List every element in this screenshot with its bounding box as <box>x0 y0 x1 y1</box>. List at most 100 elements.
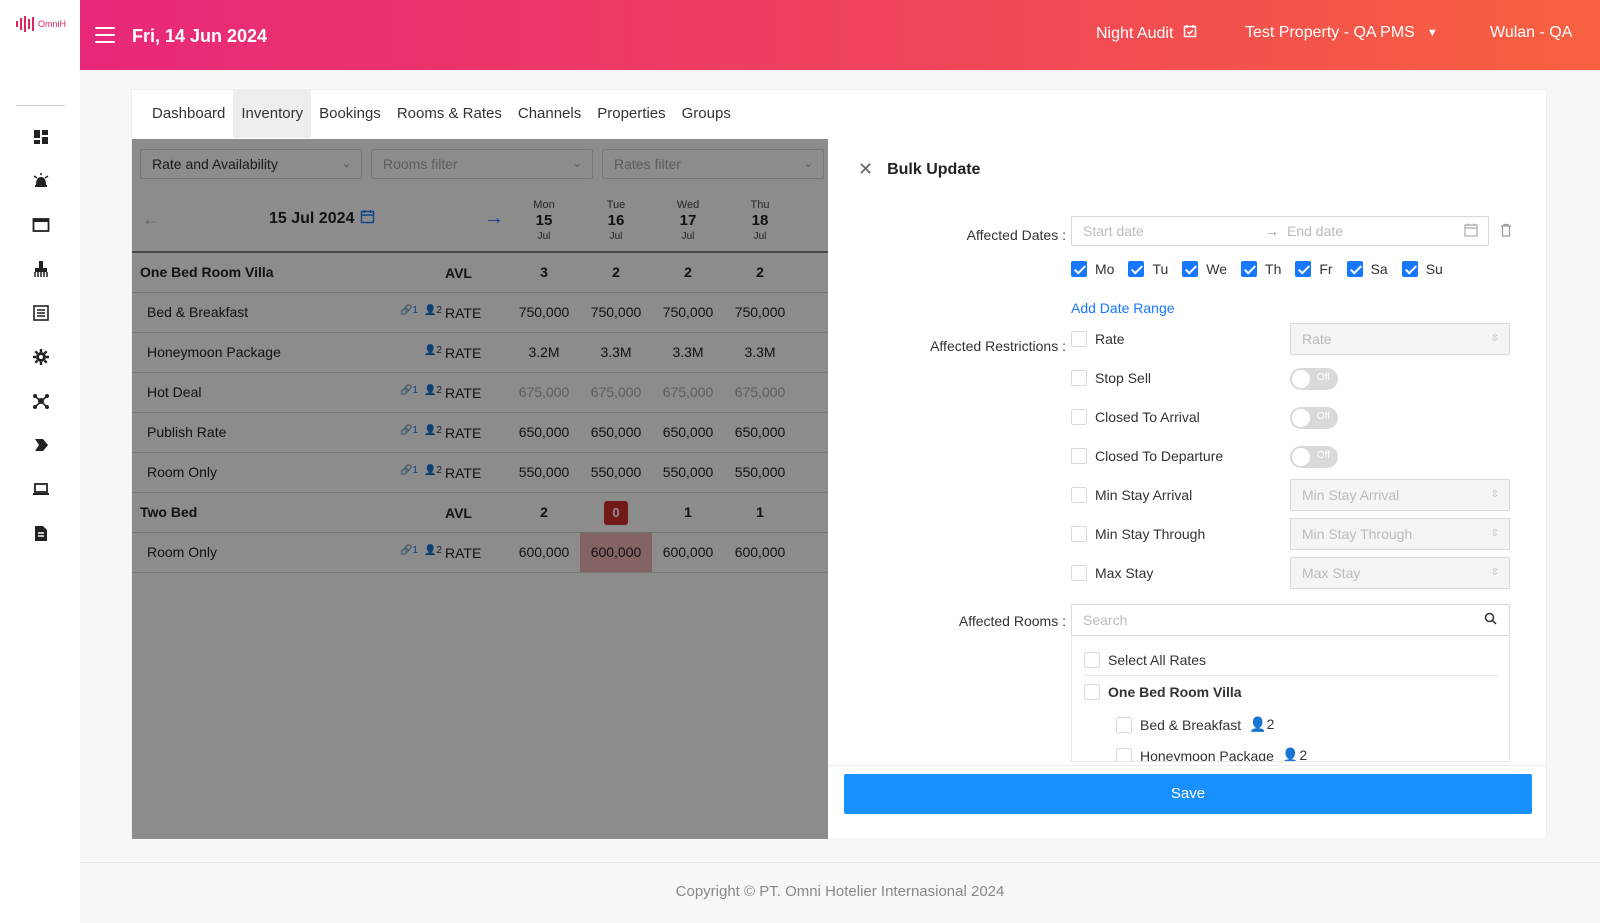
checkbox-checked[interactable] <box>1128 261 1145 277</box>
trash-icon[interactable] <box>1500 223 1512 240</box>
alarm-icon[interactable] <box>32 172 50 190</box>
room-type-name[interactable]: One Bed Room Villa <box>140 264 274 280</box>
list-icon[interactable] <box>32 304 50 322</box>
tab-inventory[interactable]: Inventory <box>233 90 312 138</box>
tree-rate-item[interactable]: Bed & Breakfast 👤2 <box>1116 716 1274 733</box>
select-all-rates[interactable]: Select All Rates <box>1084 652 1206 668</box>
checkbox-checked[interactable] <box>1071 261 1087 277</box>
tab-groups[interactable]: Groups <box>681 105 731 122</box>
property-selector[interactable]: Test Property - QA PMS ▼ <box>1245 24 1438 42</box>
availability-cell[interactable]: 2 <box>684 264 692 280</box>
checkbox[interactable] <box>1071 526 1087 542</box>
view-select[interactable]: Rate and Availability ⌄ <box>140 149 362 179</box>
rate-cell[interactable]: 550,000 <box>734 464 786 480</box>
window-icon[interactable] <box>32 216 50 234</box>
rate-cell[interactable]: 675,000 <box>662 384 714 400</box>
save-button[interactable]: Save <box>844 774 1532 814</box>
rate-cell[interactable]: 3.3M <box>744 344 776 360</box>
checkbox[interactable] <box>1071 448 1087 464</box>
tab-properties[interactable]: Properties <box>597 105 666 122</box>
rate-cell[interactable]: 675,000 <box>734 384 786 400</box>
rate-plan-name[interactable]: Room Only <box>147 464 218 480</box>
restriction-item[interactable]: Min Stay Arrival <box>1071 487 1192 503</box>
restriction-item[interactable]: Max Stay <box>1071 565 1153 581</box>
rate-cell[interactable]: 3.3M <box>600 344 632 360</box>
availability-cell[interactable]: 3 <box>540 264 548 280</box>
rooms-filter[interactable]: Rooms filter ⌄ <box>371 149 593 179</box>
rate-cell[interactable]: 675,000 <box>590 384 642 400</box>
weekday-we[interactable]: We <box>1182 261 1227 277</box>
restriction-item[interactable]: Stop Sell <box>1071 370 1151 386</box>
stepper-icon[interactable]: ⇳ <box>1490 333 1499 344</box>
availability-cell[interactable]: 1 <box>756 504 764 520</box>
checkbox[interactable] <box>1071 331 1087 347</box>
checkbox-checked[interactable] <box>1401 261 1418 277</box>
checkbox-checked[interactable] <box>1346 261 1363 277</box>
arrow-right-icon[interactable]: → <box>484 207 504 229</box>
network-icon[interactable] <box>32 392 50 410</box>
tab-channels[interactable]: Channels <box>517 105 582 122</box>
checkbox[interactable] <box>1071 487 1087 503</box>
restriction-item[interactable]: Closed To Departure <box>1071 448 1223 464</box>
rate-cell[interactable]: 750,000 <box>662 304 714 320</box>
arrow-left-icon[interactable]: ← <box>142 209 160 229</box>
housekeeping-icon[interactable] <box>32 260 50 278</box>
weekday-sa[interactable]: Sa <box>1346 261 1388 277</box>
weekday-th[interactable]: Th <box>1241 261 1281 277</box>
tag-icon[interactable] <box>32 436 50 454</box>
restriction-toggle[interactable]: Off <box>1290 368 1338 390</box>
rate-plan-name[interactable]: Honeymoon Package <box>147 344 281 360</box>
availability-cell[interactable]: 2 <box>612 264 620 280</box>
rate-cell[interactable]: 600,000 <box>518 544 570 560</box>
weekday-tu[interactable]: Tu <box>1128 261 1168 277</box>
laptop-icon[interactable] <box>32 480 50 498</box>
restriction-number-input[interactable]: Min Stay Arrival ⇳ <box>1290 479 1510 511</box>
app-logo[interactable]: OmniH <box>16 16 66 32</box>
weekday-su[interactable]: Su <box>1401 261 1443 277</box>
modal-overlay[interactable] <box>132 139 828 839</box>
rate-cell[interactable]: 3.3M <box>672 344 704 360</box>
rate-cell[interactable]: 750,000 <box>734 304 786 320</box>
restriction-item[interactable]: Min Stay Through <box>1071 526 1205 542</box>
tab-bookings[interactable]: Bookings <box>319 105 381 122</box>
stepper-icon[interactable]: ⇳ <box>1490 489 1499 500</box>
checkbox[interactable] <box>1084 652 1100 668</box>
rate-cell[interactable]: 750,000 <box>518 304 570 320</box>
rate-plan-name[interactable]: Bed & Breakfast <box>147 304 249 320</box>
restriction-number-input[interactable]: Rate ⇳ <box>1290 323 1510 355</box>
restriction-item[interactable]: Closed To Arrival <box>1071 409 1200 425</box>
tree-room-item[interactable]: One Bed Room Villa <box>1084 684 1242 700</box>
date-range-picker[interactable]: Start date → End date <box>1071 216 1489 246</box>
rate-plan-name[interactable]: Hot Deal <box>147 384 202 400</box>
restriction-number-input[interactable]: Max Stay ⇳ <box>1290 557 1510 589</box>
menu-icon[interactable] <box>95 27 115 43</box>
rate-cell[interactable]: 650,000 <box>734 424 786 440</box>
rate-cell[interactable]: 600,000 <box>580 533 652 572</box>
rates-filter[interactable]: Rates filter ⌄ <box>602 149 824 179</box>
rate-cell[interactable]: 650,000 <box>518 424 570 440</box>
stepper-icon[interactable]: ⇳ <box>1490 567 1499 578</box>
rate-plan-name[interactable]: Publish Rate <box>147 424 227 440</box>
restriction-number-input[interactable]: Min Stay Through ⇳ <box>1290 518 1510 550</box>
checkbox-checked[interactable] <box>1295 261 1312 277</box>
weekday-mo[interactable]: Mo <box>1071 261 1114 277</box>
restriction-toggle[interactable]: Off <box>1290 407 1338 429</box>
rate-cell[interactable]: 550,000 <box>662 464 714 480</box>
rate-cell[interactable]: 675,000 <box>518 384 570 400</box>
restriction-toggle[interactable]: Off <box>1290 446 1338 468</box>
checkbox[interactable] <box>1071 370 1087 386</box>
rate-cell[interactable]: 600,000 <box>734 544 786 560</box>
restriction-item[interactable]: Rate <box>1071 331 1125 347</box>
tree-rate-item[interactable]: Honeymoon Package 👤2 <box>1116 747 1307 761</box>
checkbox[interactable] <box>1071 409 1087 425</box>
user-menu[interactable]: Wulan - QA <box>1490 24 1573 41</box>
gear-icon[interactable] <box>32 348 50 366</box>
checkbox[interactable] <box>1116 716 1132 733</box>
add-date-range-link[interactable]: Add Date Range <box>1071 300 1175 316</box>
checkbox-checked[interactable] <box>1182 261 1199 277</box>
tab-rooms-rates[interactable]: Rooms & Rates <box>396 105 502 122</box>
night-audit-button[interactable]: Night Audit <box>1096 24 1197 43</box>
rate-cell[interactable]: 550,000 <box>590 464 642 480</box>
rate-cell[interactable]: 650,000 <box>662 424 714 440</box>
checkbox[interactable] <box>1084 684 1100 700</box>
